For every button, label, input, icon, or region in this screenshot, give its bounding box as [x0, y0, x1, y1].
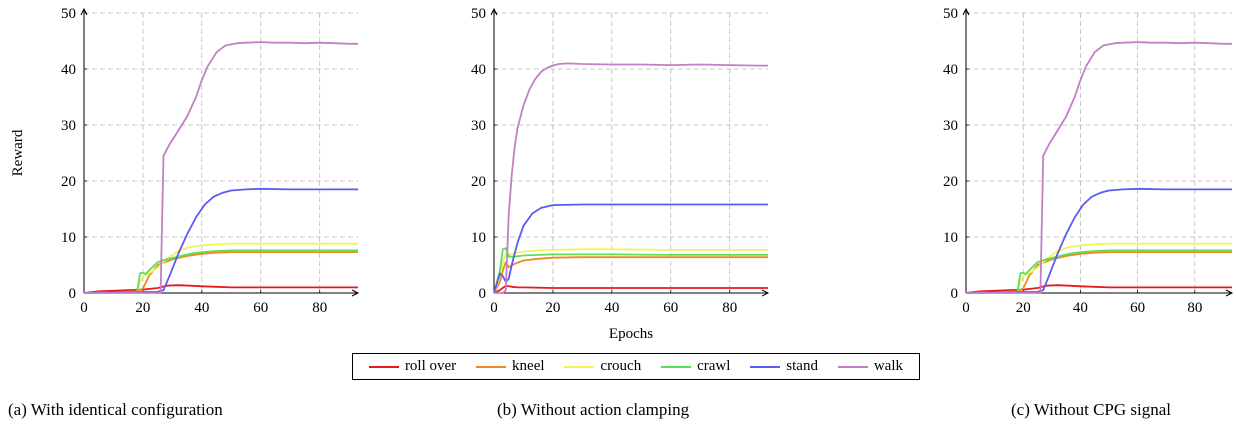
y-tick-label: 0 — [951, 286, 959, 302]
legend-item-kneel: kneel — [476, 358, 545, 375]
chart-panel-b: 0 20 40 60 80 0 10 20 30 40 50 Epochs — [471, 6, 770, 342]
legend-item-crouch: crouch — [564, 358, 641, 375]
legend-item-stand: stand — [750, 358, 818, 375]
y-tick-label: 10 — [943, 230, 958, 246]
y-tick-label: 30 — [61, 118, 76, 134]
caption-c: (c) Without CPG signal — [1011, 400, 1172, 419]
x-axis-arrow — [1225, 289, 1234, 297]
series-line-stand — [83, 187, 358, 294]
y-tick-label: 0 — [69, 286, 77, 302]
y-tick-label: 40 — [61, 62, 76, 78]
series-line-roll-over — [965, 284, 1232, 294]
x-tick-label: 60 — [663, 300, 678, 316]
legend-label-crouch: crouch — [600, 358, 642, 374]
legend: roll over kneel crouch crawl stand walk — [352, 353, 920, 380]
x-tick-label: 80 — [312, 300, 327, 316]
x-tick-label: 0 — [962, 300, 970, 316]
x-tick-label: 40 — [604, 300, 619, 316]
series-line-kneel — [965, 251, 1232, 294]
legend-label-walk: walk — [873, 358, 903, 374]
x-tick-label: 80 — [722, 300, 737, 316]
legend-item-roll-over: roll over — [368, 358, 457, 375]
y-tick-label: 50 — [943, 6, 958, 22]
x-tick-label: 20 — [1016, 300, 1031, 316]
legend-label-kneel: kneel — [512, 358, 545, 374]
x-axis-arrow — [351, 289, 360, 297]
x-tick-label: 60 — [1130, 300, 1145, 316]
series-line-roll-over — [83, 284, 358, 294]
legend-swatch-roll-over — [368, 365, 399, 368]
y-tick-label: 40 — [943, 62, 958, 78]
series-line-walk — [966, 41, 1232, 294]
x-tick-label: 0 — [490, 300, 498, 316]
chart-panel-a: 0 20 40 60 80 0 10 20 30 40 50 Reward — [10, 6, 360, 316]
series-line-walk — [494, 62, 768, 294]
y-tick-label: 20 — [943, 174, 958, 190]
legend-label-stand: stand — [786, 358, 818, 374]
x-tick-label: 20 — [135, 300, 150, 316]
series-line-crawl — [493, 247, 768, 294]
legend-label-crawl: crawl — [697, 358, 731, 374]
legend-item-crawl: crawl — [661, 358, 730, 375]
y-tick-label: 10 — [471, 230, 486, 246]
y-tick-label: 50 — [61, 6, 76, 22]
y-tick-label: 20 — [471, 174, 486, 190]
x-tick-label: 0 — [80, 300, 88, 316]
y-tick-label: 40 — [471, 62, 486, 78]
series-line-kneel — [493, 256, 768, 294]
chart-panel-c: 0 20 40 60 80 0 10 20 30 40 50 — [943, 6, 1234, 316]
x-tick-label: 60 — [253, 300, 268, 316]
legend-swatch-walk — [837, 365, 868, 368]
x-tick-label: 20 — [545, 300, 560, 316]
series-line-kneel — [83, 251, 358, 294]
legend-swatch-crouch — [564, 365, 595, 368]
legend-swatch-stand — [750, 365, 781, 368]
caption-a: (a) With identical configuration — [8, 400, 223, 419]
x-tick-label: 40 — [194, 300, 209, 316]
series-line-stand — [965, 187, 1232, 294]
x-axis-arrow — [761, 289, 770, 297]
y-axis-label: Reward — [10, 129, 26, 176]
legend-swatch-kneel — [476, 365, 507, 368]
series-line-crawl — [83, 249, 358, 294]
y-tick-label: 20 — [61, 174, 76, 190]
y-tick-label: 30 — [471, 118, 486, 134]
series-line-walk — [84, 41, 358, 294]
x-tick-label: 80 — [1187, 300, 1202, 316]
y-tick-label: 0 — [479, 286, 487, 302]
legend-label-roll-over: roll over — [404, 358, 457, 374]
series-line-roll-over — [493, 284, 768, 294]
legend-item-walk: walk — [837, 358, 903, 375]
series-line-crawl — [965, 249, 1232, 294]
x-axis-label: Epochs — [609, 326, 653, 342]
y-tick-label: 50 — [471, 6, 486, 22]
y-tick-label: 10 — [61, 230, 76, 246]
series-line-crouch — [493, 248, 768, 294]
series-line-stand — [493, 203, 768, 294]
x-tick-label: 40 — [1073, 300, 1088, 316]
y-tick-label: 30 — [943, 118, 958, 134]
legend-swatch-crawl — [661, 365, 692, 368]
caption-b: (b) Without action clamping — [497, 400, 690, 419]
